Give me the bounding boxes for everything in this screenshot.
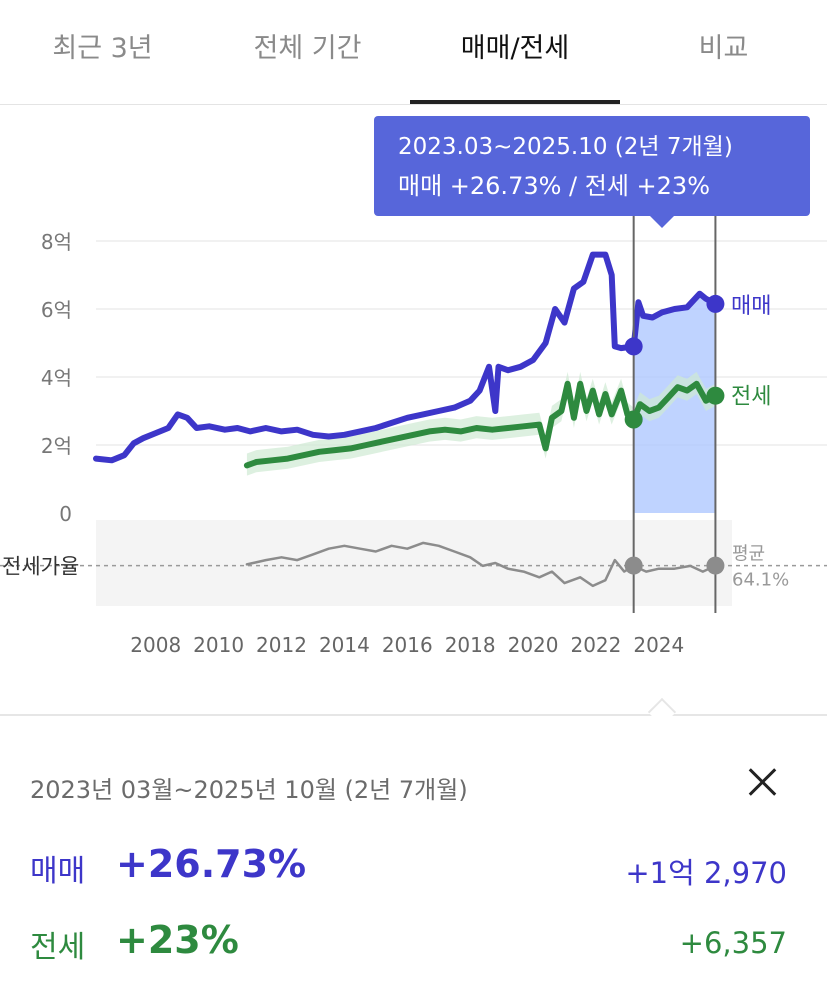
x-tick-label: 2014 — [319, 633, 370, 657]
x-tick-label: 2020 — [508, 633, 559, 657]
ratio-start-marker — [624, 556, 643, 575]
tooltip-summary: 매매 +26.73% / 전세 +23% — [398, 172, 710, 200]
x-tick-label: 2018 — [445, 633, 496, 657]
tooltip-range: 2023.03~2025.10 (2년 7개월) — [398, 134, 733, 160]
y-tick-label: 6억 — [41, 298, 72, 322]
x-tick-label: 2010 — [193, 633, 244, 657]
tooltip-arrow — [648, 214, 676, 228]
x-tick-label: 2008 — [130, 633, 181, 657]
y-tick-label: 0 — [59, 502, 72, 526]
tab-recent-3-years[interactable]: 최근 3년 — [52, 33, 153, 64]
jeonse-range-shade — [246, 371, 716, 476]
jeonse-end-marker — [706, 386, 725, 405]
summary-period: 2023년 03월~2025년 10월 (2년 7개월) — [30, 776, 468, 804]
y-tick-label: 2억 — [41, 434, 72, 458]
tab-full-period[interactable]: 전체 기간 — [253, 33, 362, 64]
selection-fill — [633, 293, 716, 513]
close-icon[interactable] — [742, 762, 782, 802]
tab-sale-jeonse[interactable]: 매매/전세 — [410, 0, 620, 104]
sale-start-marker — [624, 337, 643, 356]
x-tick-label: 2012 — [256, 633, 307, 657]
x-tick-label: 2022 — [570, 633, 621, 657]
summary-jeonse-label: 전세 — [30, 930, 86, 965]
sale-end-marker — [706, 294, 725, 313]
tab-compare[interactable]: 비교 — [698, 33, 749, 64]
period-tab-bar: 최근 3년 전체 기간 매매/전세 비교 — [0, 0, 827, 105]
jeonse-series-line — [243, 380, 719, 469]
summary-sale-label: 매매 — [30, 854, 86, 889]
summary-jeonse-pct: +23% — [116, 918, 239, 962]
summary-jeonse-amount: +6,357 — [679, 926, 787, 960]
ratio-label: 전세가율 — [2, 555, 79, 579]
summary-sale-pct: +26.73% — [116, 842, 307, 886]
ratio-end-marker — [706, 556, 725, 575]
x-tick-label: 2024 — [633, 633, 684, 657]
y-tick-label: 4억 — [41, 366, 72, 390]
summary-sale-amount: +1억 2,970 — [625, 856, 787, 890]
divider — [0, 714, 827, 716]
ratio-average-label: 평균 — [732, 544, 765, 565]
summary-panel — [0, 716, 827, 993]
ratio-average-value: 64.1% — [732, 570, 789, 591]
y-tick-label: 8억 — [41, 230, 72, 254]
selection-tooltip: 2023.03~2025.10 (2년 7개월) 매매 +26.73% / 전세… — [374, 116, 810, 216]
x-tick-label: 2016 — [382, 633, 433, 657]
jeonse-end-label: 전세 — [731, 385, 771, 410]
jeonse-start-marker — [624, 410, 643, 429]
sale-end-label: 매매 — [731, 294, 771, 319]
